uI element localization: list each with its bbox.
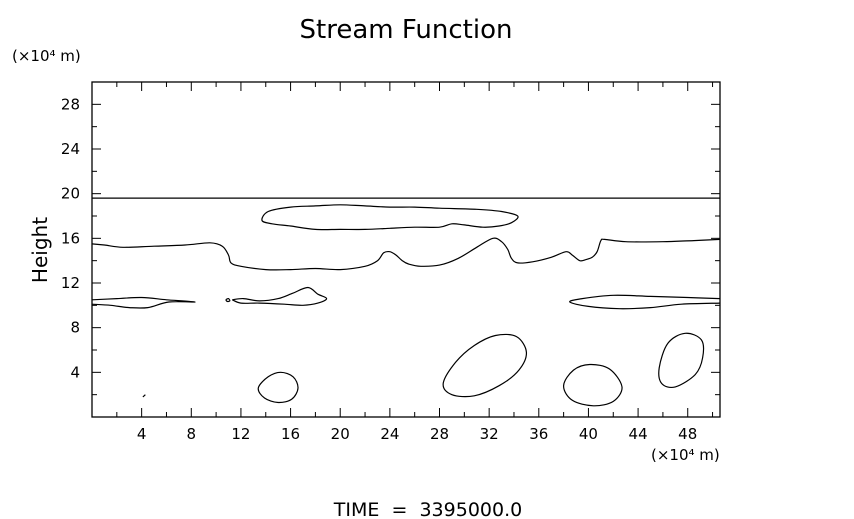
y-axis-unit: (×10⁴ m) bbox=[12, 47, 81, 65]
x-tick-label: 32 bbox=[480, 425, 499, 443]
x-tick-label: 8 bbox=[187, 425, 197, 443]
x-tick-label: 36 bbox=[529, 425, 548, 443]
contour-right-tongue bbox=[569, 294, 721, 310]
y-axis-label: Height bbox=[28, 217, 52, 283]
x-tick-label: 12 bbox=[231, 425, 250, 443]
x-tick-label: 48 bbox=[678, 425, 697, 443]
contour-left-tongue bbox=[91, 296, 196, 309]
y-tick-label: 20 bbox=[61, 185, 80, 203]
contour-center-dot bbox=[225, 297, 231, 303]
x-tick-label: 44 bbox=[629, 425, 648, 443]
y-tick-label: 8 bbox=[70, 319, 80, 337]
y-tick-label: 28 bbox=[61, 95, 80, 113]
contour-lines bbox=[91, 197, 721, 407]
contour-bottom-cell-left bbox=[257, 371, 299, 404]
contour-upper-band bbox=[91, 237, 721, 271]
contour-upper-lens bbox=[261, 204, 519, 231]
axis-ticks bbox=[92, 82, 720, 417]
x-tick-label: 4 bbox=[137, 425, 147, 443]
x-tick-label: 20 bbox=[331, 425, 350, 443]
y-tick-label: 24 bbox=[61, 140, 80, 158]
x-tick-label: 40 bbox=[579, 425, 598, 443]
contour-speck bbox=[142, 394, 146, 398]
y-tick-label: 4 bbox=[70, 363, 80, 381]
time-label: TIME = 3395000.0 bbox=[333, 499, 522, 519]
chart-title: Stream Function bbox=[300, 15, 513, 45]
contour-bottom-cell-middle bbox=[442, 333, 528, 398]
contour-center-blob bbox=[231, 286, 328, 306]
plot-frame bbox=[91, 81, 721, 418]
x-tick-label: 24 bbox=[380, 425, 399, 443]
y-tick-label: 12 bbox=[61, 274, 80, 292]
x-axis-unit: (×10⁴ m) bbox=[651, 446, 720, 464]
contour-bottom-cell-far-right bbox=[658, 332, 705, 389]
contour-bottom-cell-right bbox=[562, 363, 623, 407]
y-tick-label: 16 bbox=[61, 229, 80, 247]
x-tick-label: 28 bbox=[430, 425, 449, 443]
x-tick-label: 16 bbox=[281, 425, 300, 443]
